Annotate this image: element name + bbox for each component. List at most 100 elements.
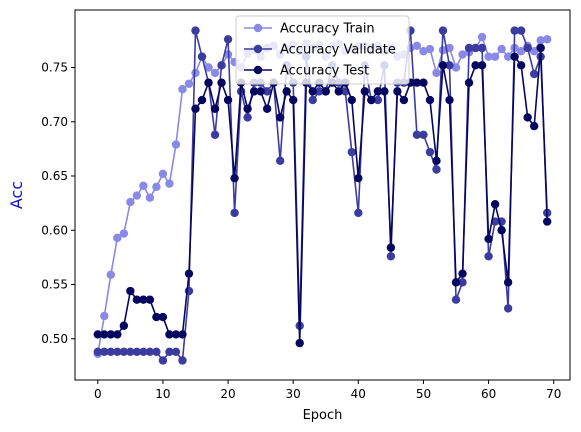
legend: Accuracy Train Accuracy Validate Accuracy … <box>235 15 410 85</box>
data-point <box>165 179 174 188</box>
data-point <box>425 44 435 54</box>
data-point <box>529 121 539 131</box>
data-point <box>419 78 428 87</box>
data-point <box>432 68 441 78</box>
data-point <box>543 35 552 44</box>
legend-item: Accuracy Train <box>244 22 375 37</box>
legend-marker <box>253 65 263 75</box>
data-point <box>458 278 467 287</box>
data-point <box>523 43 532 53</box>
data-point <box>152 347 161 356</box>
legend-label: Accuracy Validate <box>280 43 396 58</box>
data-point <box>178 85 187 94</box>
data-point <box>171 330 181 339</box>
data-point <box>386 252 396 261</box>
x-tick-label: 20 <box>220 387 235 401</box>
data-point <box>458 50 467 59</box>
data-point <box>282 87 291 96</box>
x-tick-label: 0 <box>94 387 102 401</box>
data-point <box>308 95 317 105</box>
data-point <box>503 304 513 313</box>
x-axis-label: Epoch <box>303 408 343 423</box>
y-tick-label: 0.60 <box>41 223 68 237</box>
data-point <box>275 113 285 122</box>
data-point <box>497 44 506 54</box>
data-point <box>412 41 422 51</box>
data-point <box>295 338 304 348</box>
data-point <box>93 330 103 339</box>
y-tick-label: 0.55 <box>41 278 68 292</box>
data-point <box>106 347 116 356</box>
data-point <box>334 87 343 96</box>
data-point <box>419 130 428 139</box>
data-point <box>445 61 454 70</box>
data-point <box>529 47 539 56</box>
data-point <box>132 347 142 356</box>
data-point <box>223 95 233 105</box>
y-axis-ticks: 0.50 0.55 0.60 0.65 0.70 0.75 <box>41 61 75 346</box>
data-point <box>152 182 161 192</box>
data-point <box>204 63 213 72</box>
legend-marker <box>253 44 263 54</box>
data-point <box>210 104 220 113</box>
data-point <box>139 181 148 190</box>
data-point <box>490 52 500 61</box>
data-point <box>360 87 370 96</box>
data-point <box>543 217 552 226</box>
data-point <box>113 233 122 243</box>
data-point <box>126 347 135 356</box>
data-point <box>451 278 461 287</box>
data-point <box>380 87 389 96</box>
x-tick-label: 50 <box>416 387 431 401</box>
data-point <box>490 200 500 209</box>
data-point <box>288 95 298 105</box>
data-point <box>184 79 194 88</box>
data-point <box>119 229 129 238</box>
data-point <box>419 47 428 56</box>
data-point <box>471 43 480 53</box>
data-point <box>139 295 148 304</box>
data-point <box>184 269 194 278</box>
x-axis-ticks: 0 10 20 30 40 50 60 70 <box>94 380 561 401</box>
legend-frame <box>235 15 410 85</box>
data-point <box>412 130 422 139</box>
data-point <box>523 113 532 122</box>
data-point <box>354 208 363 218</box>
legend-marker <box>253 23 263 33</box>
data-point <box>484 52 493 61</box>
data-point <box>171 140 181 149</box>
data-point <box>217 78 226 87</box>
data-point <box>197 52 207 61</box>
data-point <box>477 61 487 70</box>
data-point <box>347 95 357 105</box>
data-point <box>119 321 129 330</box>
data-point <box>256 87 265 96</box>
y-axis-label: Acc <box>7 181 26 209</box>
x-tick-label: 30 <box>286 387 301 401</box>
data-point <box>100 311 109 321</box>
data-point <box>204 78 213 87</box>
data-point <box>210 130 220 139</box>
data-point <box>347 147 357 157</box>
data-point <box>243 104 252 113</box>
data-point <box>191 26 200 35</box>
x-tick-label: 10 <box>155 387 170 401</box>
data-point <box>432 156 441 166</box>
data-point <box>529 69 539 79</box>
data-point <box>191 104 200 113</box>
data-point <box>217 61 226 70</box>
data-point <box>412 78 422 87</box>
data-point <box>230 208 239 218</box>
x-tick-label: 40 <box>351 387 366 401</box>
data-point <box>126 197 135 207</box>
data-point <box>438 26 448 35</box>
data-point <box>451 63 461 72</box>
data-point <box>275 156 285 166</box>
data-point <box>191 68 200 78</box>
data-point <box>516 47 526 56</box>
data-point <box>230 173 239 183</box>
data-point <box>210 68 220 78</box>
data-point <box>165 347 174 356</box>
data-point <box>367 95 376 105</box>
